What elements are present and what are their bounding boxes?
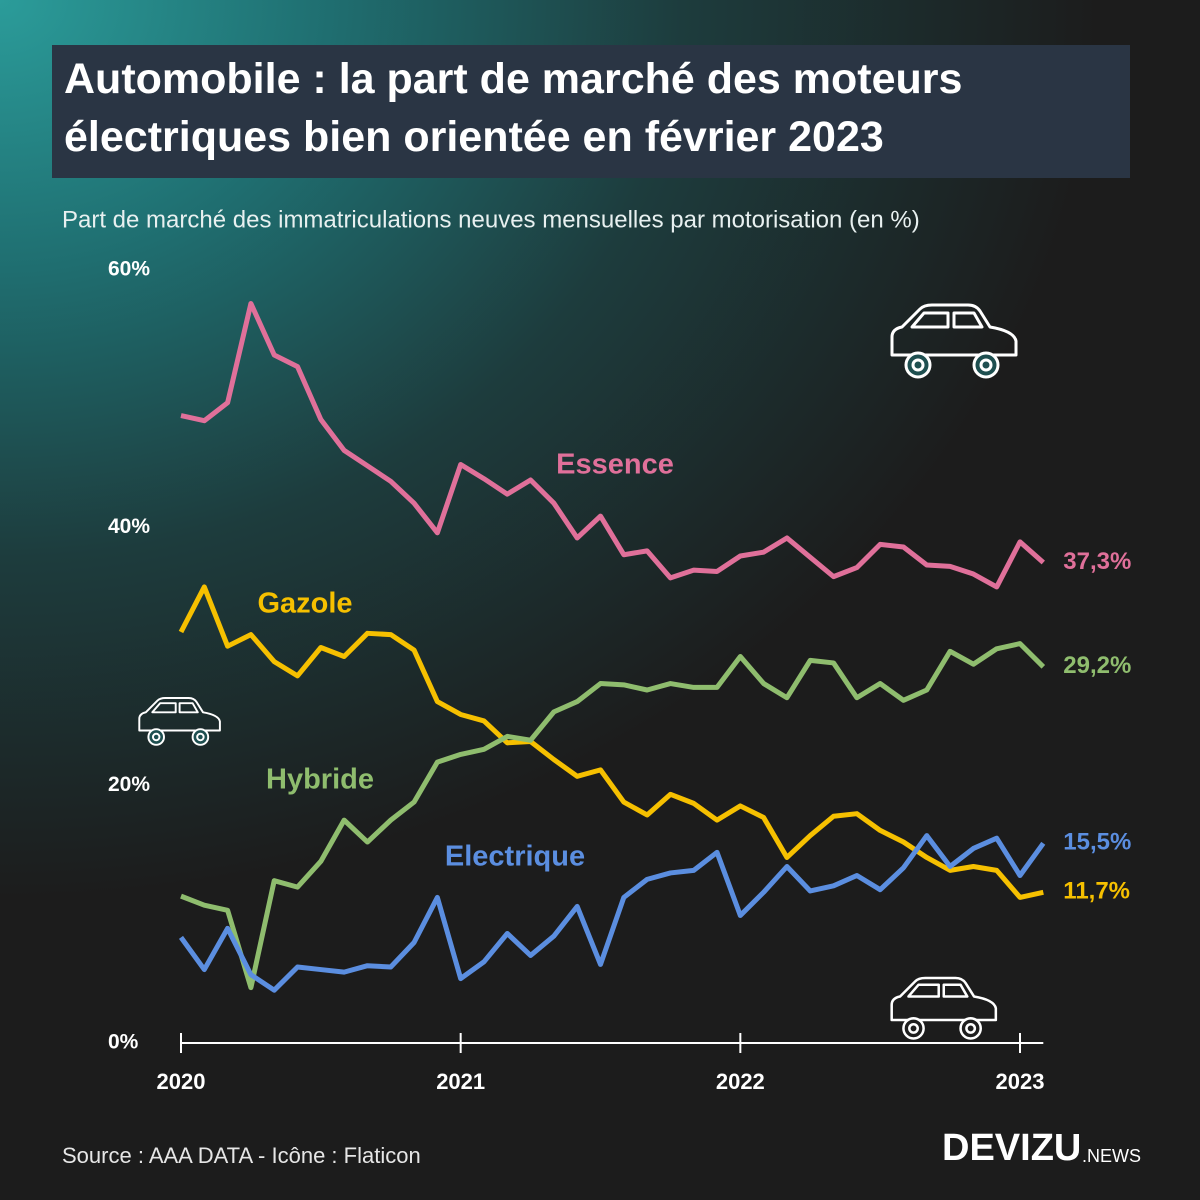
- series-line: [178, 833, 1046, 993]
- series-line: [180, 300, 1045, 590]
- value-label: 11,7%: [1063, 878, 1130, 905]
- title-box: [52, 45, 1130, 178]
- y-tick-label: 40%: [108, 515, 150, 538]
- chart-title: Automobile : la part de marché des moteu…: [64, 55, 963, 161]
- series-label: Hybride: [266, 764, 374, 796]
- series-label: Essence: [556, 449, 674, 481]
- car-icon: [138, 697, 221, 746]
- brand: DEVIZU: [942, 1127, 1081, 1169]
- car-icon: [890, 976, 998, 1040]
- x-tick-label: 2020: [157, 1069, 206, 1094]
- series-label: Electrique: [445, 841, 585, 873]
- x-tick-label: 2023: [996, 1069, 1045, 1094]
- value-label: 15,5%: [1063, 829, 1131, 856]
- brand-suffix: .NEWS: [1082, 1146, 1141, 1166]
- value-label: 37,3%: [1063, 548, 1131, 575]
- y-tick-label: 0%: [108, 1031, 139, 1054]
- title-wrap: Automobile : la part de marché des moteu…: [64, 55, 963, 161]
- car-icon: [890, 303, 1018, 379]
- series-line: [178, 584, 1044, 900]
- x-tick-label: 2021: [436, 1069, 485, 1094]
- y-tick-label: 20%: [108, 773, 150, 796]
- series-line: [180, 641, 1046, 991]
- x-tick-label: 2022: [716, 1069, 765, 1094]
- y-tick-label: 60%: [108, 258, 150, 281]
- chart-subtitle: Part de marché des immatriculations neuv…: [62, 206, 920, 233]
- series-label: Gazole: [257, 588, 352, 620]
- value-label: 29,2%: [1063, 652, 1131, 679]
- source: Source : AAA DATA - Icône : Flaticon: [62, 1143, 421, 1168]
